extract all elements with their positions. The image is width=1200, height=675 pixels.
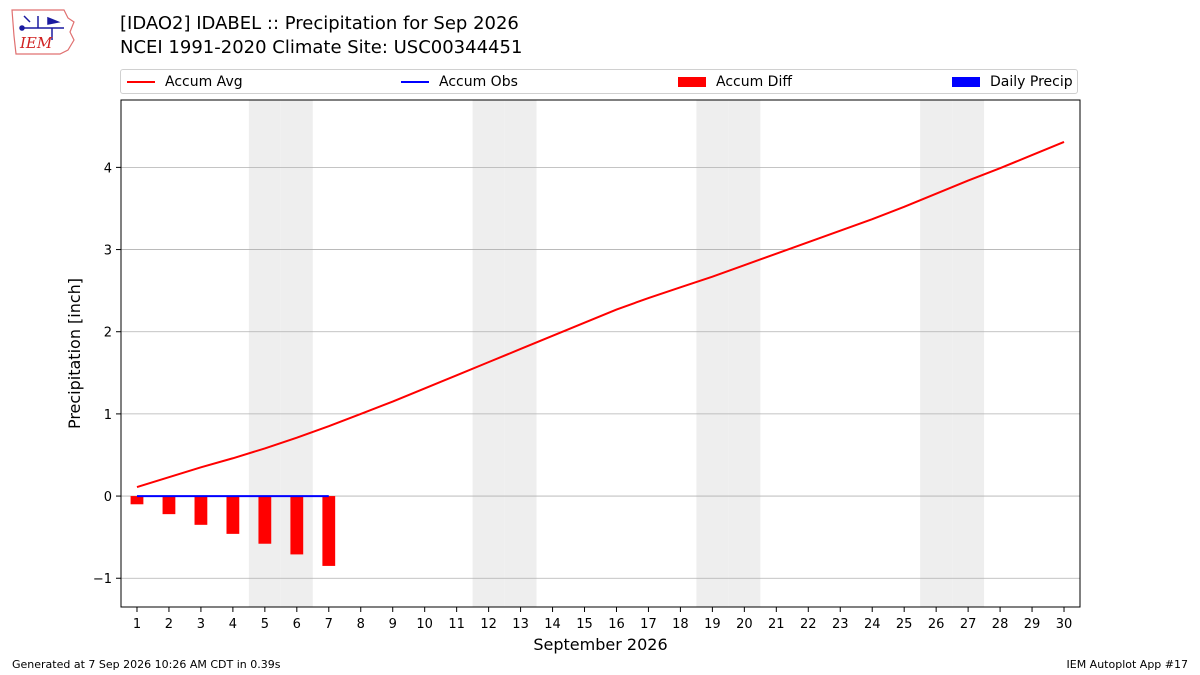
x-tick-label: 1: [133, 617, 141, 632]
accum-diff-bar: [130, 496, 144, 505]
x-tick-label: 23: [832, 617, 849, 632]
weather-station-icon: [19, 15, 64, 40]
x-tick-label: 7: [325, 617, 333, 632]
x-tick-label: 30: [1056, 617, 1073, 632]
x-tick-label: 29: [1024, 617, 1041, 632]
chart-subtitle: NCEI 1991-2020 Climate Site: USC00344451: [120, 37, 523, 58]
y-tick-label: 1: [104, 408, 112, 423]
x-tick-label: 16: [608, 617, 625, 632]
x-tick-label: 12: [480, 617, 497, 632]
legend-label-daily-precip: Daily Precip: [990, 73, 1073, 90]
x-tick-label: 4: [229, 617, 237, 632]
y-tick-label: 2: [104, 326, 112, 341]
accum-diff-bar: [258, 496, 272, 544]
x-tick-label: 22: [800, 617, 817, 632]
x-tick-label: 17: [640, 617, 657, 632]
x-tick-label: 18: [672, 617, 689, 632]
x-tick-label: 8: [357, 617, 365, 632]
x-tick-label: 9: [389, 617, 397, 632]
x-tick-label: 2: [165, 617, 173, 632]
plot-frame: [120, 99, 1081, 608]
x-tick-label: 19: [704, 617, 721, 632]
x-tick-label: 11: [448, 617, 465, 632]
accum-avg-line: [136, 140, 1065, 488]
weekend-band: [920, 100, 953, 607]
x-tick-label: 3: [197, 617, 205, 632]
legend-swatch-accum-avg: [127, 80, 155, 83]
y-tick-label: 3: [104, 244, 112, 259]
chart-title: [IDAO2] IDABEL :: Precipitation for Sep …: [120, 13, 519, 34]
legend-label-accum-obs: Accum Obs: [439, 73, 518, 90]
x-tick-label: 15: [576, 617, 593, 632]
x-tick-label: 6: [293, 617, 301, 632]
accum-diff-bar: [162, 496, 176, 515]
legend-item-accum-diff: Accum Diff: [678, 70, 792, 93]
iem-logo: IEM: [11, 9, 75, 55]
y-tick-label: 4: [104, 161, 112, 176]
x-axis-label: September 2026: [533, 635, 667, 654]
x-tick-label: 5: [261, 617, 269, 632]
legend-swatch-accum-diff: [678, 76, 706, 87]
x-tick-label: 10: [416, 617, 433, 632]
x-tick-label: 13: [512, 617, 529, 632]
x-tick-label: 27: [960, 617, 977, 632]
x-tick-label: 14: [544, 617, 561, 632]
iowa-outline: [11, 9, 75, 55]
y-tick-label: −1: [93, 572, 112, 587]
legend-item-accum-avg: Accum Avg: [127, 70, 243, 93]
x-tick-label: 26: [928, 617, 945, 632]
legend-item-accum-obs: Accum Obs: [401, 70, 518, 93]
accum-diff-bar: [194, 496, 208, 525]
accum-diff-bar: [290, 496, 304, 555]
autoplot-app-id: IEM Autoplot App #17: [1066, 658, 1189, 671]
legend-label-accum-diff: Accum Diff: [716, 73, 793, 90]
x-tick-label: 21: [768, 617, 785, 632]
logo-text: IEM: [19, 34, 53, 52]
y-tick-label: 0: [104, 490, 112, 505]
y-axis-label: Precipitation [inch]: [65, 278, 84, 429]
accum-diff-bar: [322, 496, 336, 566]
weekend-band: [472, 100, 505, 607]
x-tick-label: 24: [864, 617, 881, 632]
chart-legend: Accum Avg Accum Obs Accum Diff Daily Pre…: [120, 69, 1078, 94]
legend-swatch-accum-obs: [401, 80, 429, 83]
x-tick-label: 25: [896, 617, 913, 632]
legend-swatch-daily-precip: [952, 76, 980, 87]
x-tick-label: 28: [992, 617, 1009, 632]
weekend-band: [728, 100, 761, 607]
x-tick-label: 20: [736, 617, 753, 632]
legend-label-accum-avg: Accum Avg: [165, 73, 243, 90]
generated-timestamp: Generated at 7 Sep 2026 10:26 AM CDT in …: [12, 658, 281, 671]
legend-item-daily-precip: Daily Precip: [952, 70, 1073, 93]
weekend-band: [696, 100, 729, 607]
accum-diff-bar: [226, 496, 240, 534]
